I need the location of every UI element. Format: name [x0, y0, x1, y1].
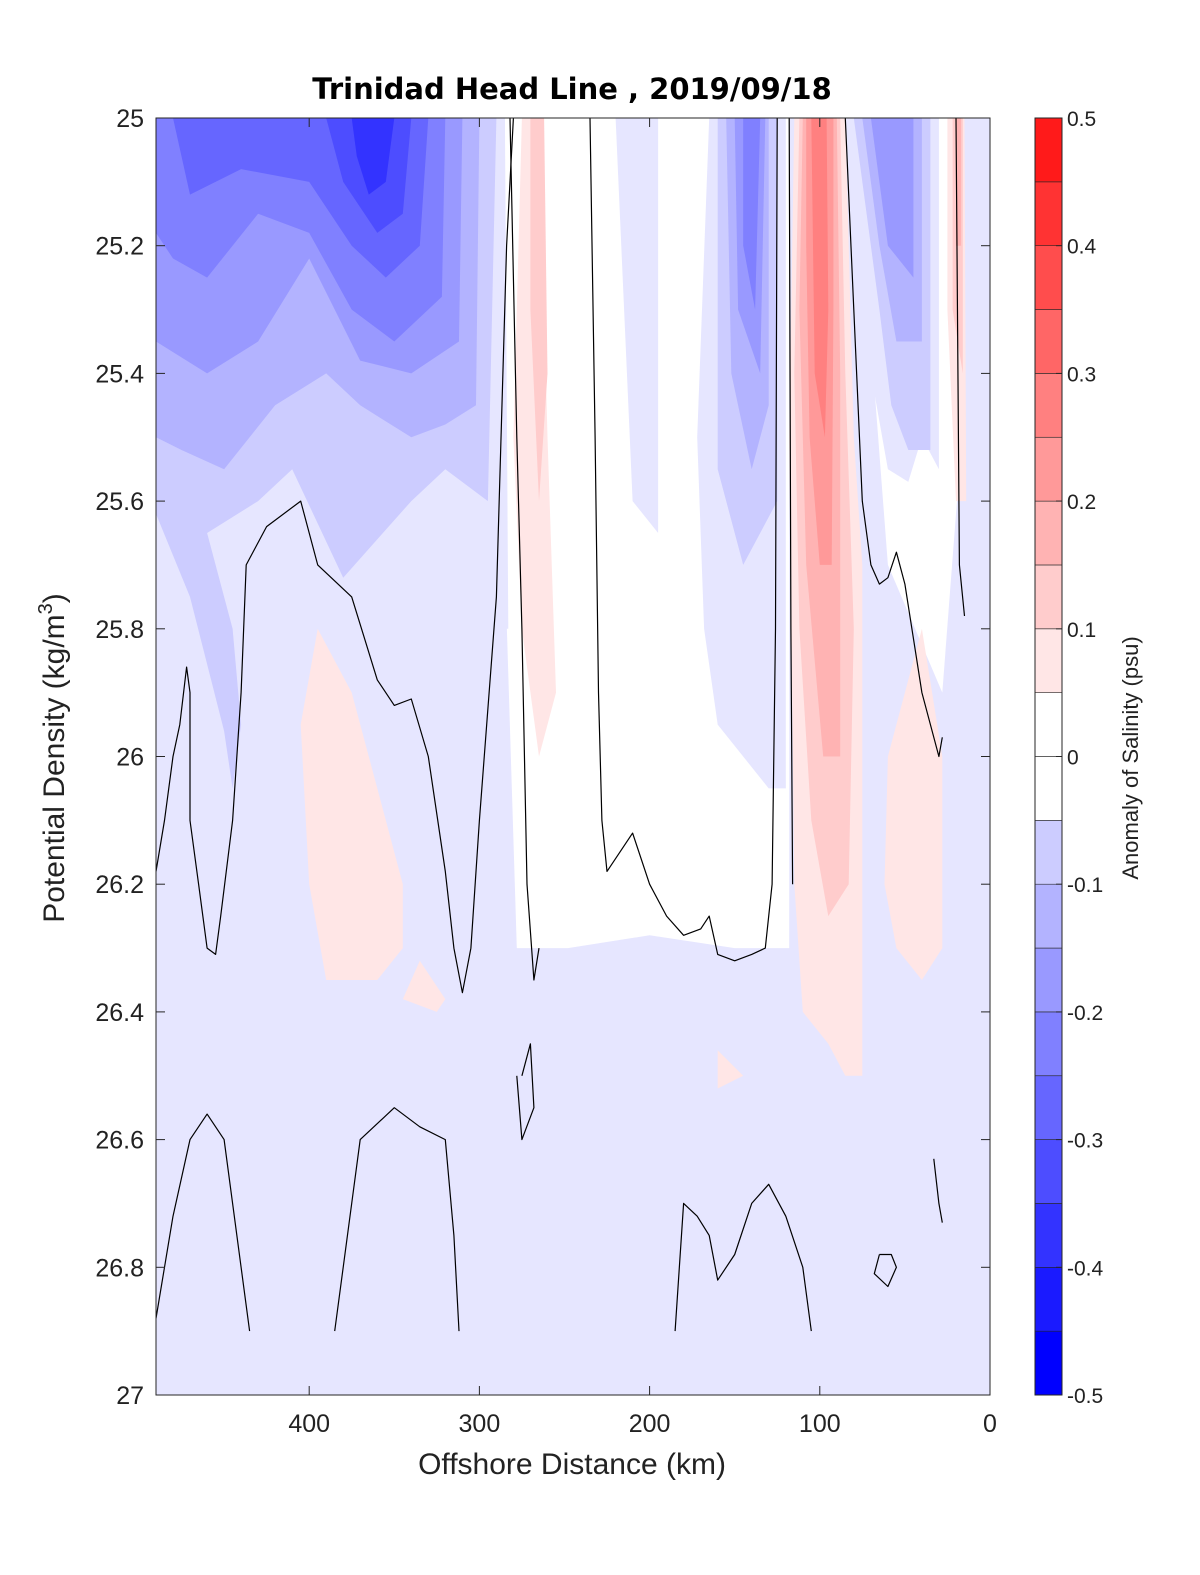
y-tick-label: 26.2: [95, 871, 144, 899]
colorbar-tick-label: -0.3: [1067, 1130, 1103, 1153]
filled-region: [717, 1050, 744, 1089]
contour-line: [156, 1113, 251, 1332]
y-tick-label: 26.4: [95, 999, 144, 1027]
plot-area: 400 300 200 100 0 25 25.2 25.4 25.6 25.8 26 26.2 26…: [95, 105, 997, 1438]
chart-title: Trinidad Head Line , 2019/09/18: [312, 72, 832, 106]
contour-line: [674, 1183, 812, 1332]
y-axis-label: Potential Density (kg/m3): [35, 593, 71, 923]
y-tick-label: 25: [116, 105, 144, 133]
colorbar-swatch: [1034, 309, 1063, 374]
colorbar-swatch: [1034, 628, 1063, 693]
filled-region: [530, 118, 548, 502]
y-tick-label: 27: [116, 1382, 144, 1410]
filled-region: [300, 628, 403, 980]
colorbar-swatch: [1034, 245, 1063, 310]
filled-region: [351, 118, 395, 195]
x-tick-label: 100: [799, 1410, 841, 1438]
y-tick-label: 26: [116, 744, 144, 772]
colorbar-swatches: [1034, 117, 1063, 1396]
colorbar: 0.5 0.4 0.3 0.2 0.1 0 -0.1 -0.2 -0.3 -0.4 -0.5 Ano…: [1034, 108, 1143, 1408]
filled-region: [513, 118, 556, 757]
colorbar-tick-label: 0.5: [1067, 108, 1096, 131]
colorbar-tick-label: 0.4: [1067, 236, 1097, 259]
x-axis: 400 300 200 100 0: [288, 118, 997, 1438]
colorbar-swatch: [1034, 117, 1063, 183]
colorbar-swatch: [1034, 1330, 1063, 1396]
colorbar-tick-label: -0.5: [1067, 1385, 1103, 1408]
y-axis-label-close: ): [38, 593, 71, 603]
y-tick-label: 25.6: [95, 488, 144, 516]
x-tick-label: 200: [629, 1410, 671, 1438]
colorbar-tick-label: -0.2: [1067, 1002, 1103, 1025]
contour-line: [788, 118, 794, 885]
filled-region: [356, 1229, 403, 1332]
y-tick-label: 25.2: [95, 233, 144, 261]
colorbar-tick-label: 0.1: [1067, 619, 1096, 642]
colorbar-swatch: [1034, 883, 1063, 949]
filled-region: [870, 118, 914, 278]
y-tick-label: 26.6: [95, 1127, 144, 1155]
colorbar-tick-label: -0.1: [1067, 874, 1103, 897]
contour-line: [955, 118, 966, 617]
contour-line: [873, 1253, 898, 1288]
colorbar-swatch: [1034, 1203, 1063, 1268]
filled-region: [811, 118, 829, 438]
contour-line: [516, 1043, 535, 1141]
colorbar-swatch: [1034, 756, 1063, 821]
colorbar-ticks: 0.5 0.4 0.3 0.2 0.1 0 -0.1 -0.2 -0.3 -0.4 -0.5: [1056, 108, 1104, 1408]
x-tick-label: 300: [459, 1410, 501, 1438]
zero-contour-lines: [156, 118, 966, 1332]
colorbar-swatch: [1034, 1139, 1063, 1204]
y-axis: 25 25.2 25.4 25.6 25.8 26 26.2 26.4 26.6 26.8 27: [95, 105, 990, 1410]
contour-line: [844, 118, 943, 758]
colorbar-label: Anomaly of Salinity (psu): [1118, 636, 1143, 879]
filled-contours: [156, 118, 990, 1395]
filled-region: [402, 960, 446, 1012]
x-tick-label: 400: [288, 1410, 330, 1438]
colorbar-swatch: [1034, 1011, 1063, 1077]
filled-region: [743, 118, 761, 310]
colorbar-tick-label: 0.3: [1067, 363, 1096, 386]
filled-region: [581, 118, 659, 533]
y-axis-label-main: Potential Density (kg/m: [38, 614, 71, 922]
filled-region: [156, 373, 276, 821]
y-tick-label: 25.4: [95, 360, 144, 388]
contour-line: [933, 1158, 943, 1223]
contour-line: [156, 118, 514, 994]
colorbar-swatch: [1034, 564, 1063, 630]
colorbar-swatch: [1034, 436, 1063, 502]
colorbar-swatch: [1034, 373, 1063, 438]
contour-line: [589, 118, 778, 962]
colorbar-swatch: [1034, 181, 1063, 247]
y-tick-label: 26.8: [95, 1254, 144, 1282]
filled-region: [156, 373, 242, 789]
y-axis-label-sup: 3: [35, 603, 57, 614]
colorbar-swatch: [1034, 500, 1063, 566]
x-tick-label: 0: [983, 1410, 997, 1438]
x-axis-label: Offshore Distance (km): [418, 1448, 726, 1481]
colorbar-swatch: [1034, 1267, 1063, 1332]
contour-line: [509, 118, 540, 981]
colorbar-tick-label: 0.2: [1067, 491, 1096, 514]
colorbar-tick-label: -0.4: [1067, 1257, 1104, 1280]
colorbar-swatch: [1034, 692, 1063, 757]
y-tick-label: 25.8: [95, 616, 144, 644]
colorbar-swatch: [1034, 1075, 1063, 1140]
colorbar-swatch: [1034, 820, 1063, 885]
contour-line: [334, 1107, 460, 1332]
colorbar-swatch: [1034, 947, 1063, 1013]
colorbar-tick-label: 0: [1067, 747, 1079, 770]
